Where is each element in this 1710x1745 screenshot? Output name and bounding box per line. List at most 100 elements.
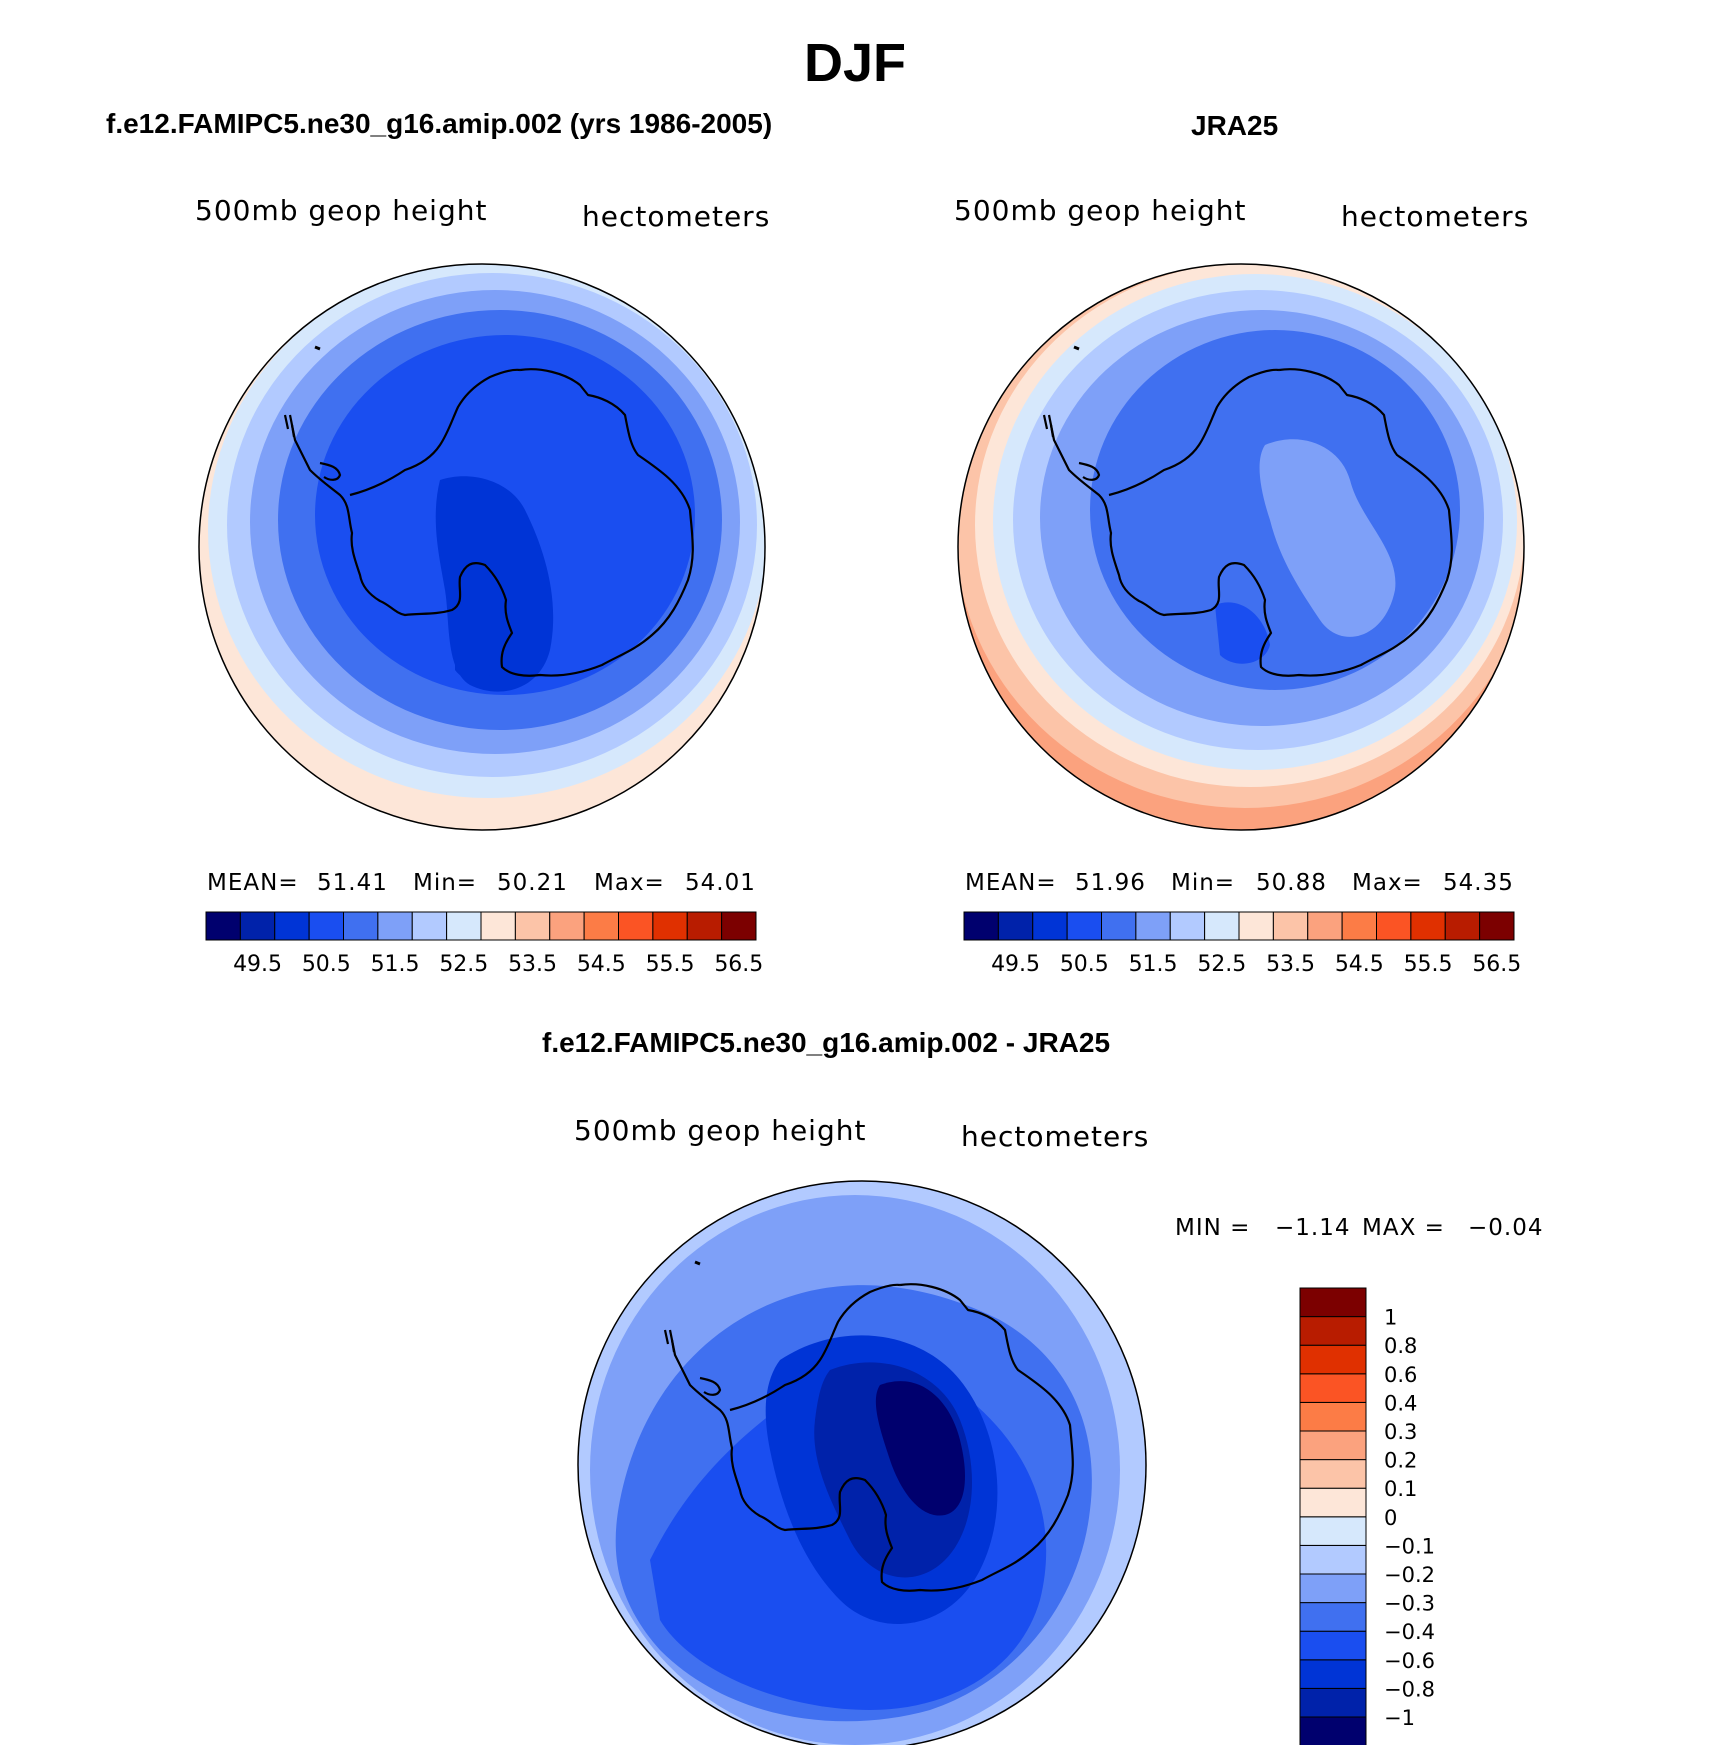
colorbar-tick-label: 53.5 [508, 952, 557, 977]
colorbar-tick-label: −0.2 [1384, 1563, 1435, 1587]
panel-1-max-label: Max= [594, 870, 665, 896]
colorbar-box [1299, 1373, 1367, 1403]
panel-3-map [577, 1180, 1147, 1745]
colorbar-box [1066, 911, 1102, 941]
panel-3-units: hectometers [961, 1120, 1150, 1153]
colorbar-box [618, 911, 654, 941]
panel-3-max-label: MAX = [1362, 1215, 1445, 1241]
colorbar-box [721, 911, 757, 941]
panel-2-max-value: 54.35 [1443, 870, 1514, 896]
colorbar-tick-label: 52.5 [1197, 952, 1246, 977]
colorbar-tick-label: 49.5 [233, 952, 282, 977]
colorbar-tick-label: −0.4 [1384, 1620, 1435, 1644]
colorbar-tick-label: −0.6 [1384, 1649, 1435, 1673]
colorbar-box [963, 911, 999, 941]
colorbar-tick-label: 0.8 [1384, 1334, 1417, 1358]
colorbar-box [1479, 911, 1515, 941]
colorbar-box [343, 911, 379, 941]
panel-1-min-label: Min= [413, 870, 478, 896]
panel-3-max-value: −0.04 [1468, 1215, 1544, 1241]
colorbar-tick-label: 54.5 [1335, 952, 1384, 977]
colorbar-box [1169, 911, 1206, 941]
panel-3-min-value: −1.14 [1275, 1215, 1351, 1241]
colorbar-box [1135, 911, 1171, 941]
panel-1-units: hectometers [582, 200, 771, 233]
colorbar-box [549, 911, 585, 941]
colorbar-tick-label: 52.5 [439, 952, 488, 977]
colorbar-box [377, 911, 413, 941]
colorbar-box [1307, 911, 1343, 941]
panel-2-mean-value: 51.96 [1075, 870, 1146, 896]
colorbar-box [1299, 1316, 1367, 1346]
colorbar-panel-1: 49.5 50.5 51.5 52.5 53.5 54.5 55.5 56.5 [205, 911, 763, 977]
panel-2-units: hectometers [1341, 200, 1530, 233]
colorbar-tick-label: −1 [1384, 1706, 1415, 1730]
colorbar-tick-label: 54.5 [577, 952, 626, 977]
panel-2-mean-label: MEAN= [965, 870, 1057, 896]
colorbar-difference: −1 −0.8 −0.6 −0.4 −0.3 −0.2 −0.1 0 0.1 0.2 0.3 0.4 0… [1299, 1287, 1435, 1745]
colorbar-tick-label: 0.4 [1384, 1391, 1417, 1415]
colorbar-tick-label: 0.2 [1384, 1449, 1417, 1473]
colorbar-panel-2: 49.5 50.5 51.5 52.5 53.5 54.5 55.5 56.5 [963, 911, 1521, 977]
colorbar-box [1299, 1716, 1367, 1745]
panel-1-title: f.e12.FAMIPC5.ne30_g16.amip.002 (yrs 198… [106, 108, 773, 139]
colorbar-box [274, 911, 310, 941]
colorbar-box [1299, 1487, 1367, 1518]
colorbar-box [1299, 1459, 1367, 1489]
colorbar-tick-label: 51.5 [371, 952, 420, 977]
panel-3-min-label: MIN = [1175, 1215, 1251, 1241]
colorbar-box [1444, 911, 1481, 941]
colorbar-tick-label: 53.5 [1266, 952, 1315, 977]
colorbar-box [1299, 1287, 1367, 1318]
colorbar-tick-label: 56.5 [714, 952, 763, 977]
panel-2-title: JRA25 [1191, 110, 1279, 141]
colorbar-box [1299, 1659, 1367, 1689]
colorbar-box [1101, 911, 1137, 941]
panel-1-mean-label: MEAN= [207, 870, 299, 896]
colorbar-box [1238, 911, 1274, 941]
figure-title: DJF [803, 33, 906, 93]
colorbar-tick-label: 55.5 [646, 952, 695, 977]
panel-3-variable: 500mb geop height [574, 1114, 867, 1147]
colorbar-box [1272, 911, 1309, 941]
colorbar-tick-label: −0.8 [1384, 1677, 1435, 1701]
colorbar-box [997, 911, 1034, 941]
colorbar-box [1299, 1687, 1367, 1718]
colorbar-box [1410, 911, 1446, 941]
colorbar-box [583, 911, 619, 941]
colorbar-box [239, 911, 276, 941]
colorbar-box [686, 911, 723, 941]
panel-1-map [198, 263, 766, 831]
colorbar-box [308, 911, 344, 941]
colorbar-box [1299, 1573, 1367, 1604]
panel-2-min-value: 50.88 [1256, 870, 1327, 896]
colorbar-box [1299, 1630, 1367, 1661]
colorbar-tick-label: 49.5 [991, 952, 1040, 977]
colorbar-tick-label: 0.3 [1384, 1420, 1417, 1444]
colorbar-box [1299, 1401, 1367, 1432]
colorbar-tick-label: 55.5 [1404, 952, 1453, 977]
panel-1-variable: 500mb geop height [195, 194, 488, 227]
colorbar-box [1299, 1602, 1367, 1632]
colorbar-tick-label: −0.3 [1384, 1592, 1435, 1616]
colorbar-tick-label: 56.5 [1472, 952, 1521, 977]
colorbar-box [1299, 1344, 1367, 1375]
panel-1-min-value: 50.21 [497, 870, 568, 896]
colorbar-box [1299, 1430, 1367, 1461]
colorbar-tick-label: 0 [1384, 1506, 1397, 1530]
colorbar-tick-label: 51.5 [1129, 952, 1178, 977]
colorbar-box [652, 911, 688, 941]
colorbar-box [514, 911, 551, 941]
colorbar-box [1204, 911, 1240, 941]
colorbar-box [1341, 911, 1377, 941]
panel-3-title: f.e12.FAMIPC5.ne30_g16.amip.002 - JRA25 [542, 1027, 1111, 1058]
colorbar-tick-label: 1 [1384, 1306, 1397, 1330]
colorbar-box [205, 911, 241, 941]
colorbar-tick-label: 50.5 [1060, 952, 1109, 977]
panel-2-variable: 500mb geop height [954, 194, 1247, 227]
colorbar-tick-label: 50.5 [302, 952, 351, 977]
colorbar-box [411, 911, 448, 941]
panel-1-mean-value: 51.41 [317, 870, 388, 896]
colorbar-tick-label: 0.6 [1384, 1363, 1417, 1387]
